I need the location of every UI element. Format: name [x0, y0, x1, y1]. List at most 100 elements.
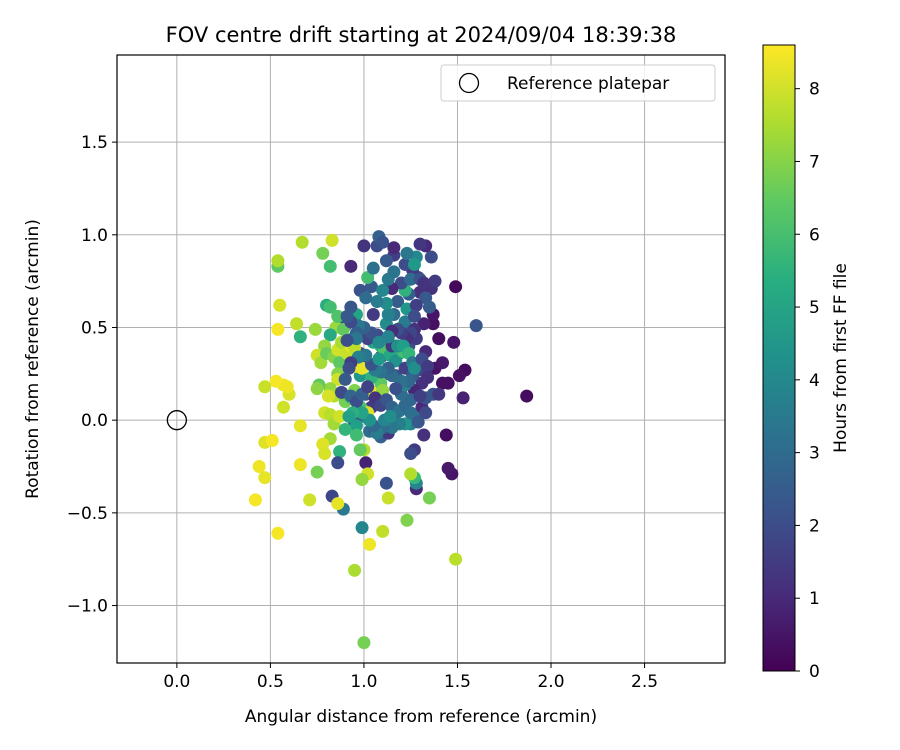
data-point	[404, 406, 418, 420]
x-tick-label: 1.0	[350, 672, 377, 692]
data-point	[276, 400, 290, 414]
data-point	[308, 322, 322, 336]
data-point	[325, 233, 339, 247]
x-axis: 0.0 0.5 1.0 1.5 2.0 2.5	[163, 663, 658, 692]
data-point	[387, 265, 401, 279]
data-point	[417, 428, 431, 442]
data-point	[376, 235, 390, 249]
data-point	[383, 409, 397, 423]
y-tick-label: 0.0	[81, 411, 108, 431]
data-point	[376, 283, 390, 297]
data-point	[348, 563, 362, 577]
data-point	[372, 352, 386, 366]
data-point	[349, 419, 363, 433]
data-point	[432, 332, 446, 346]
data-point	[417, 317, 431, 331]
data-point	[520, 389, 534, 403]
data-point	[379, 254, 393, 268]
data-point	[372, 335, 386, 349]
data-point	[323, 300, 337, 314]
data-point	[331, 309, 345, 323]
data-point	[381, 491, 395, 505]
data-point	[293, 458, 307, 472]
data-point	[366, 308, 380, 322]
data-point	[381, 308, 395, 322]
data-point	[417, 276, 431, 290]
data-point	[265, 434, 279, 448]
data-point	[333, 356, 347, 370]
data-point	[407, 257, 421, 271]
data-point	[404, 272, 418, 286]
data-point	[271, 254, 285, 268]
x-axis-label: Angular distance from reference (arcmin)	[245, 707, 597, 727]
colorbar-tick-label: 1	[809, 589, 820, 609]
data-point	[421, 371, 435, 385]
colorbar-tick-label: 8	[809, 80, 820, 100]
reference-platepar-marker	[166, 410, 188, 431]
x-tick-label: 1.5	[444, 672, 471, 692]
data-point	[323, 259, 337, 273]
data-point	[338, 372, 352, 386]
data-point	[381, 330, 395, 344]
data-point	[342, 409, 356, 423]
data-point	[355, 472, 369, 486]
data-point	[452, 369, 466, 383]
data-point	[316, 246, 330, 260]
data-point	[321, 389, 335, 403]
x-tick-label: 2.5	[631, 672, 658, 692]
data-point	[355, 406, 369, 420]
y-tick-label: −0.5	[67, 504, 108, 524]
data-point	[398, 257, 412, 271]
data-point	[331, 497, 345, 511]
data-point	[379, 476, 393, 490]
data-point	[441, 461, 455, 475]
data-point	[376, 524, 390, 538]
data-point	[404, 447, 418, 461]
data-point	[421, 359, 435, 373]
colorbar-ticks: 0 1 2 3 4 5 6 7 8	[795, 80, 820, 682]
data-point	[441, 376, 455, 390]
data-point	[426, 317, 440, 331]
colorbar-tick-label: 7	[809, 152, 820, 172]
data-point	[310, 465, 324, 479]
colorbar-tick-label: 0	[809, 662, 820, 682]
data-point	[411, 415, 425, 429]
colorbar-label: Hours from first FF file	[831, 263, 851, 453]
data-point	[303, 493, 317, 507]
y-axis: −1.0 −0.5 0.0 0.5 1.0 1.5	[67, 133, 117, 617]
data-point	[439, 428, 453, 442]
data-point	[295, 235, 309, 249]
data-point	[344, 259, 358, 273]
data-point	[400, 513, 414, 527]
data-point	[370, 295, 384, 309]
y-tick-label: 1.0	[81, 226, 108, 246]
data-point	[363, 537, 377, 551]
x-tick-label: 0.0	[163, 672, 190, 692]
colorbar-tick-label: 4	[809, 371, 820, 391]
plot-frame	[116, 54, 726, 664]
colorbar-tick-label: 3	[809, 444, 820, 464]
data-point	[353, 443, 367, 457]
data-point	[424, 250, 438, 264]
data-point	[340, 333, 354, 347]
data-point	[407, 309, 421, 323]
x-tick-label: 2.0	[537, 672, 564, 692]
data-point	[323, 328, 337, 342]
data-point	[258, 471, 272, 485]
data-point	[333, 409, 347, 423]
data-point	[409, 298, 423, 312]
data-point	[293, 330, 307, 344]
data-point	[293, 419, 307, 433]
data-point	[404, 467, 418, 481]
data-point	[269, 374, 283, 388]
data-point	[248, 493, 262, 507]
data-point	[310, 382, 324, 396]
data-point	[366, 261, 380, 275]
data-point	[428, 274, 442, 288]
chart-title: FOV centre drift starting at 2024/09/04 …	[166, 23, 677, 47]
y-axis-label: Rotation from reference (arcmin)	[23, 219, 43, 499]
data-points	[166, 230, 534, 650]
data-point	[331, 456, 345, 470]
data-point	[422, 300, 436, 314]
